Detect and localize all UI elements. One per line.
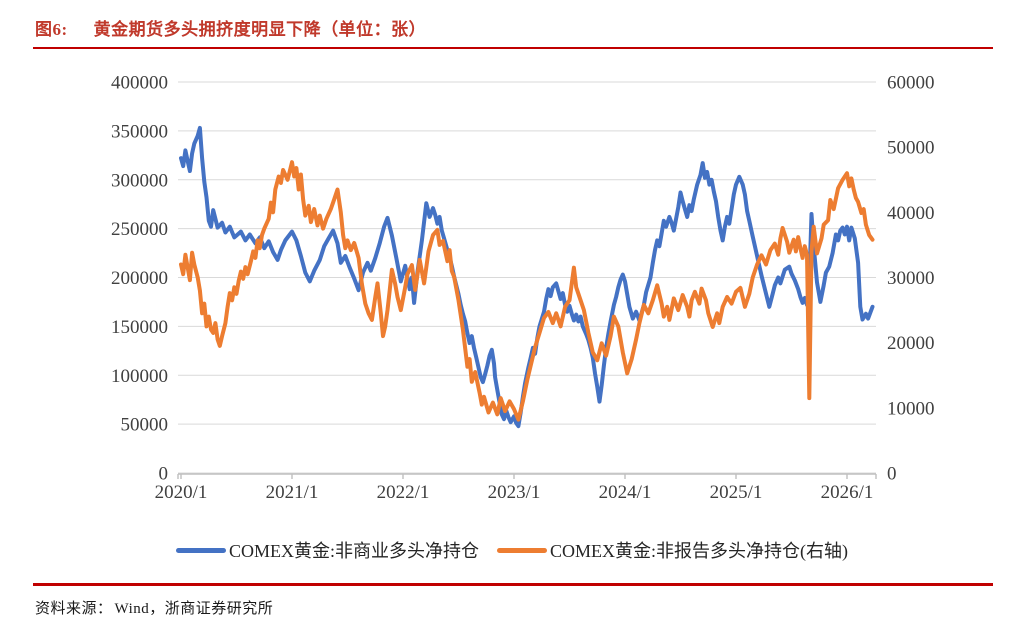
source-label: 资料来源： xyxy=(35,601,113,617)
svg-text:20000: 20000 xyxy=(887,333,935,354)
svg-text:400000: 400000 xyxy=(111,73,168,94)
svg-text:50000: 50000 xyxy=(121,415,169,436)
source-line: 资料来源： Wind，浙商证券研究所 xyxy=(35,597,273,618)
figure-title-text: 黄金期货多头拥挤度明显下降（单位：张） xyxy=(93,20,427,39)
gridlines xyxy=(178,81,876,474)
svg-text:2024/1: 2024/1 xyxy=(599,482,652,503)
svg-text:2023/1: 2023/1 xyxy=(488,482,541,503)
svg-text:250000: 250000 xyxy=(111,219,168,240)
legend-item-noncommercial: COMEX黄金:非商业多头净持仓 xyxy=(175,537,479,563)
dual-axis-line-chart: 4000003500003000002500002000001500001000… xyxy=(111,73,935,504)
series-line-0 xyxy=(179,125,875,429)
x-axis-line xyxy=(177,473,877,479)
blue-line-swatch-icon xyxy=(175,547,226,553)
svg-text:2022/1: 2022/1 xyxy=(377,482,430,503)
x-axis-labels: 2020/1 2021/1 2022/1 2023/1 2024/1 2025/1 2026… xyxy=(155,482,874,503)
svg-text:40000: 40000 xyxy=(887,203,935,224)
svg-text:150000: 150000 xyxy=(111,317,168,338)
svg-text:300000: 300000 xyxy=(111,170,168,191)
svg-text:30000: 30000 xyxy=(887,268,935,289)
footer-divider-line xyxy=(33,583,993,586)
svg-text:100000: 100000 xyxy=(111,366,168,387)
svg-text:0: 0 xyxy=(887,464,897,485)
legend-label: COMEX黄金:非报告多头净持仓(右轴) xyxy=(550,541,848,561)
svg-text:200000: 200000 xyxy=(111,268,168,289)
svg-text:2020/1: 2020/1 xyxy=(155,482,208,503)
svg-text:350000: 350000 xyxy=(111,121,168,142)
legend-label: COMEX黄金:非商业多头净持仓 xyxy=(228,541,479,561)
svg-text:10000: 10000 xyxy=(887,398,935,419)
chart-legend: COMEX黄金:非商业多头净持仓 COMEX黄金:非报告多头净持仓(右轴) xyxy=(0,537,1024,563)
y-axis-left-labels: 400000 350000 300000 250000 200000 150000 1000… xyxy=(111,73,168,485)
source-text: Wind，浙商证券研究所 xyxy=(114,601,274,617)
y-axis-right-labels: 60000 50000 40000 30000 20000 10000 0 xyxy=(887,73,935,485)
figure-title: 图6: 黄金期货多头拥挤度明显下降（单位：张） xyxy=(35,15,426,40)
svg-text:2021/1: 2021/1 xyxy=(266,482,319,503)
series-line-1 xyxy=(179,160,875,422)
svg-text:60000: 60000 xyxy=(887,73,935,94)
svg-text:50000: 50000 xyxy=(887,138,935,159)
figure-number: 图6: xyxy=(35,20,68,39)
svg-text:0: 0 xyxy=(159,464,169,485)
svg-text:2026/1: 2026/1 xyxy=(821,482,874,503)
legend-item-nonreportable: COMEX黄金:非报告多头净持仓(右轴) xyxy=(497,537,848,563)
svg-text:2025/1: 2025/1 xyxy=(710,482,763,503)
title-divider-line xyxy=(33,47,993,49)
orange-line-swatch-icon xyxy=(497,547,547,553)
